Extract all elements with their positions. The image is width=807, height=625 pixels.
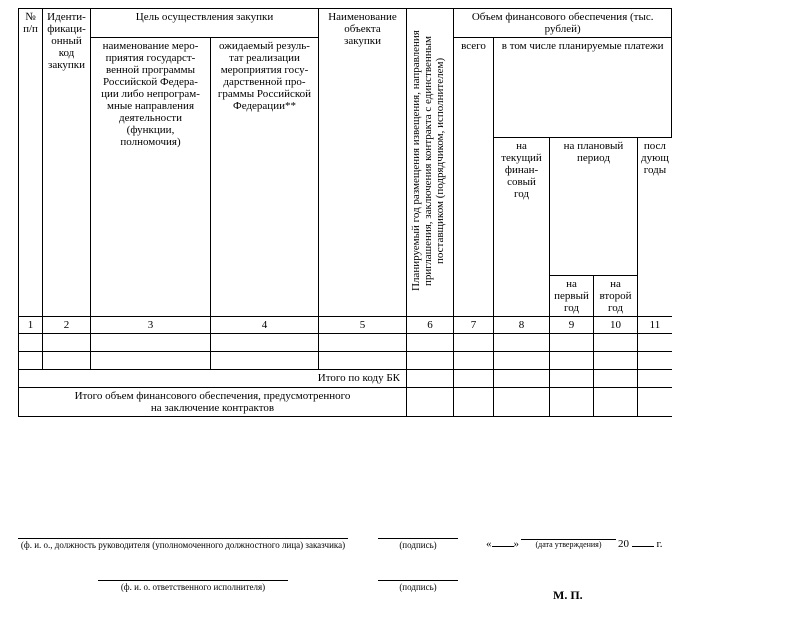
colnum-1: 1: [19, 317, 43, 334]
total-contracts-c8: [494, 388, 550, 417]
total-contracts-c7: [454, 388, 494, 417]
colnum-7: 7: [454, 317, 494, 334]
total-bk-c7: [454, 370, 494, 388]
col3-header: наименование меро- приятия государст- ве…: [91, 38, 211, 317]
colnum-10: 10: [594, 317, 638, 334]
total-bk-c10: [594, 370, 638, 388]
colnum-8: 8: [494, 317, 550, 334]
head-sig-line: (ф. и. о., должность руководителя (уполн…: [18, 538, 348, 550]
col9-10-group: на плановый период: [550, 138, 638, 276]
col7-header: всего: [454, 38, 494, 317]
total-bk-label: Итого по коду БК: [19, 370, 407, 388]
colnum-11: 11: [638, 317, 672, 334]
colnum-3: 3: [91, 317, 211, 334]
col11-header: посл дующ годы: [638, 138, 672, 317]
col7-11-group: Объем финансового обеспечения (тыс. рубл…: [454, 9, 672, 38]
colnum-6: 6: [407, 317, 454, 334]
total-contracts-label: Итого объем финансового обеспечения, пре…: [19, 388, 407, 417]
approval-date: « » (дата утверждения) 20 г.: [486, 538, 663, 550]
total-contracts-c6: [407, 388, 454, 417]
col9-header: на первый год: [550, 276, 594, 317]
table-row: [19, 352, 672, 370]
procurement-plan-table: № п/п Иденти- фикаци- онный код закупки …: [18, 8, 672, 417]
table-row: [19, 334, 672, 352]
colnum-9: 9: [550, 317, 594, 334]
col2-header: Иденти- фикаци- онный код закупки: [43, 9, 91, 317]
col8-header: на текущий финан- совый год: [494, 138, 550, 317]
total-contracts-c11: [638, 388, 672, 417]
total-bk-c6: [407, 370, 454, 388]
total-bk-c8: [494, 370, 550, 388]
total-contracts-c10: [594, 388, 638, 417]
signature-block: (ф. и. о., должность руководителя (уполн…: [18, 538, 792, 603]
total-bk-c9: [550, 370, 594, 388]
col6-header: Планируемый год размещения извещения, на…: [407, 9, 454, 317]
col10-header: на второй год: [594, 276, 638, 317]
exec-sign-line: (подпись): [378, 580, 458, 592]
head-sign-line: (подпись): [378, 538, 458, 550]
col3-4-group: Цель осуществления закупки: [91, 9, 319, 38]
stamp-label: М. П.: [553, 580, 583, 603]
colnum-5: 5: [319, 317, 407, 334]
col1-header: № п/п: [19, 9, 43, 317]
colnum-4: 4: [211, 317, 319, 334]
col5-header: Наименование объекта закупки: [319, 9, 407, 317]
exec-sig-line: (ф. и. о. ответственного исполнителя): [98, 580, 288, 592]
total-contracts-c9: [550, 388, 594, 417]
total-bk-c11: [638, 370, 672, 388]
col8-11-sub: в том числе планируемые платежи: [494, 38, 672, 138]
colnum-2: 2: [43, 317, 91, 334]
col4-header: ожидаемый резуль- тат реализации меропри…: [211, 38, 319, 317]
